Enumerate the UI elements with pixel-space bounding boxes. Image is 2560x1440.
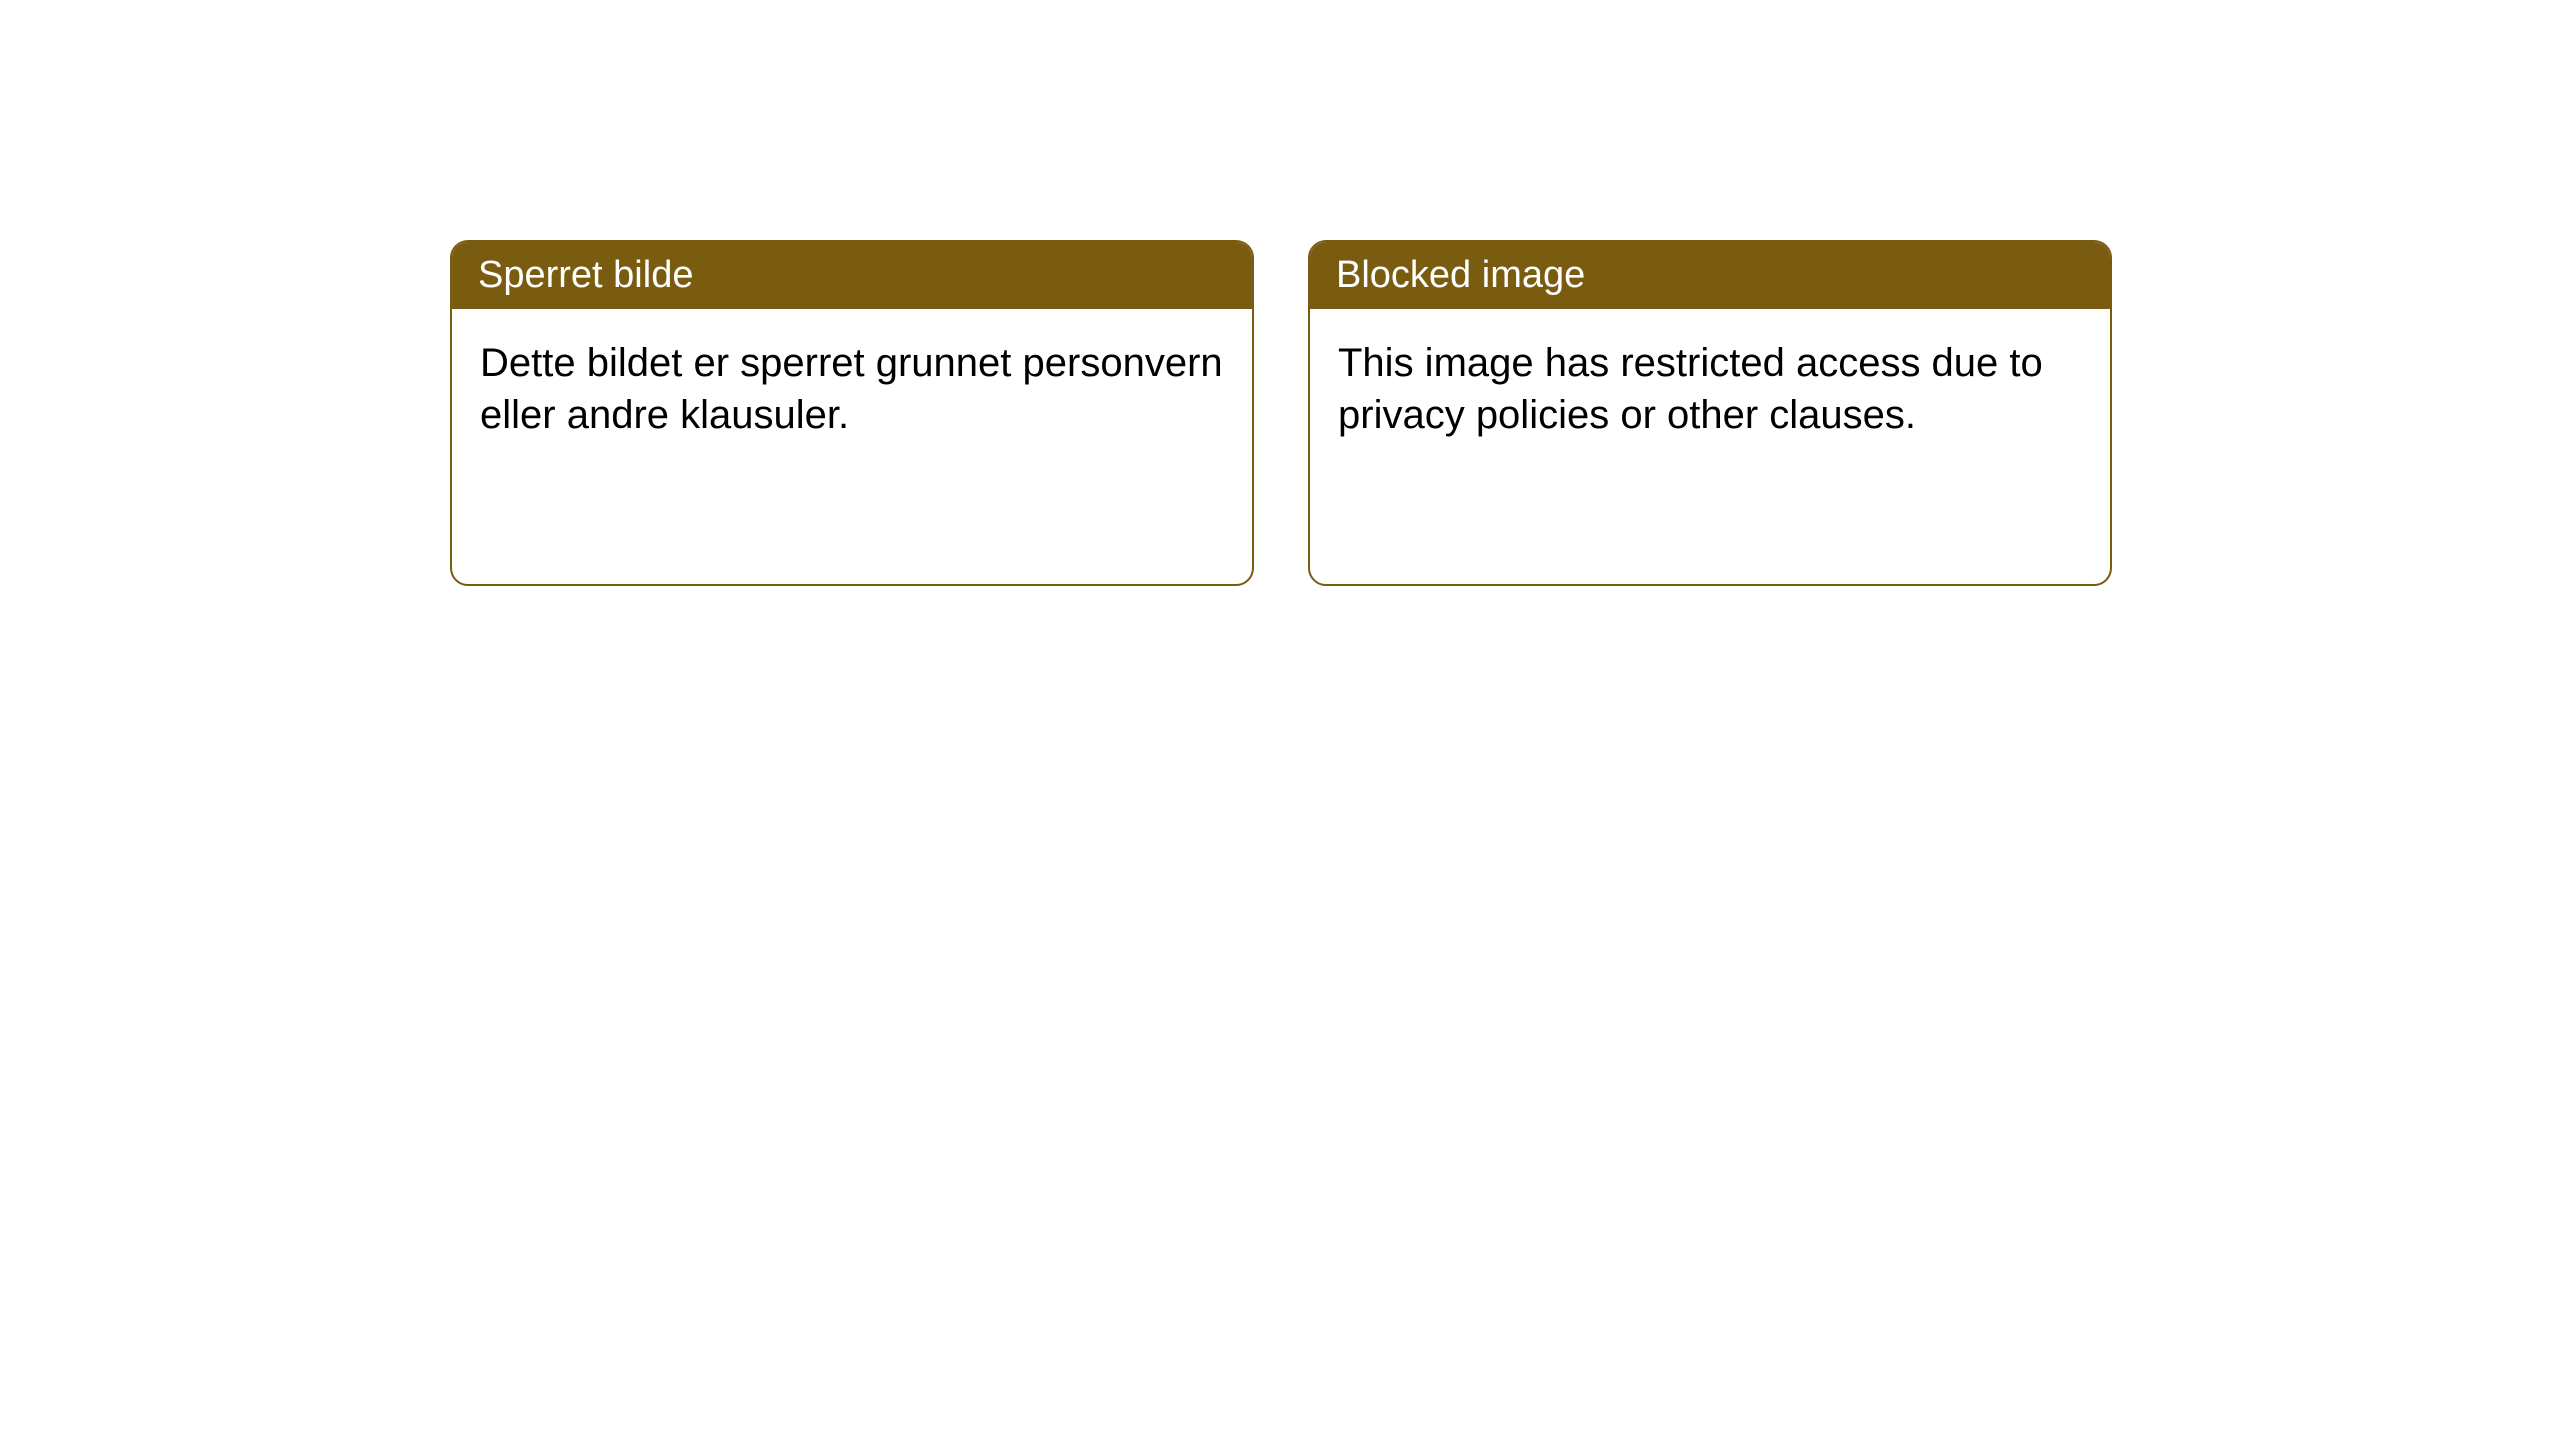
notice-card-no-text: Dette bildet er sperret grunnet personve… — [480, 341, 1223, 437]
notice-container: Sperret bilde Dette bildet er sperret gr… — [0, 0, 2560, 586]
notice-card-en-text: This image has restricted access due to … — [1338, 341, 2043, 437]
notice-card-en: Blocked image This image has restricted … — [1308, 240, 2112, 586]
notice-card-en-body: This image has restricted access due to … — [1310, 309, 2110, 584]
notice-card-no-header: Sperret bilde — [452, 242, 1252, 309]
notice-card-en-title: Blocked image — [1336, 254, 1585, 296]
notice-card-en-header: Blocked image — [1310, 242, 2110, 309]
notice-card-no: Sperret bilde Dette bildet er sperret gr… — [450, 240, 1254, 586]
notice-card-no-body: Dette bildet er sperret grunnet personve… — [452, 309, 1252, 584]
notice-card-no-title: Sperret bilde — [478, 254, 693, 296]
